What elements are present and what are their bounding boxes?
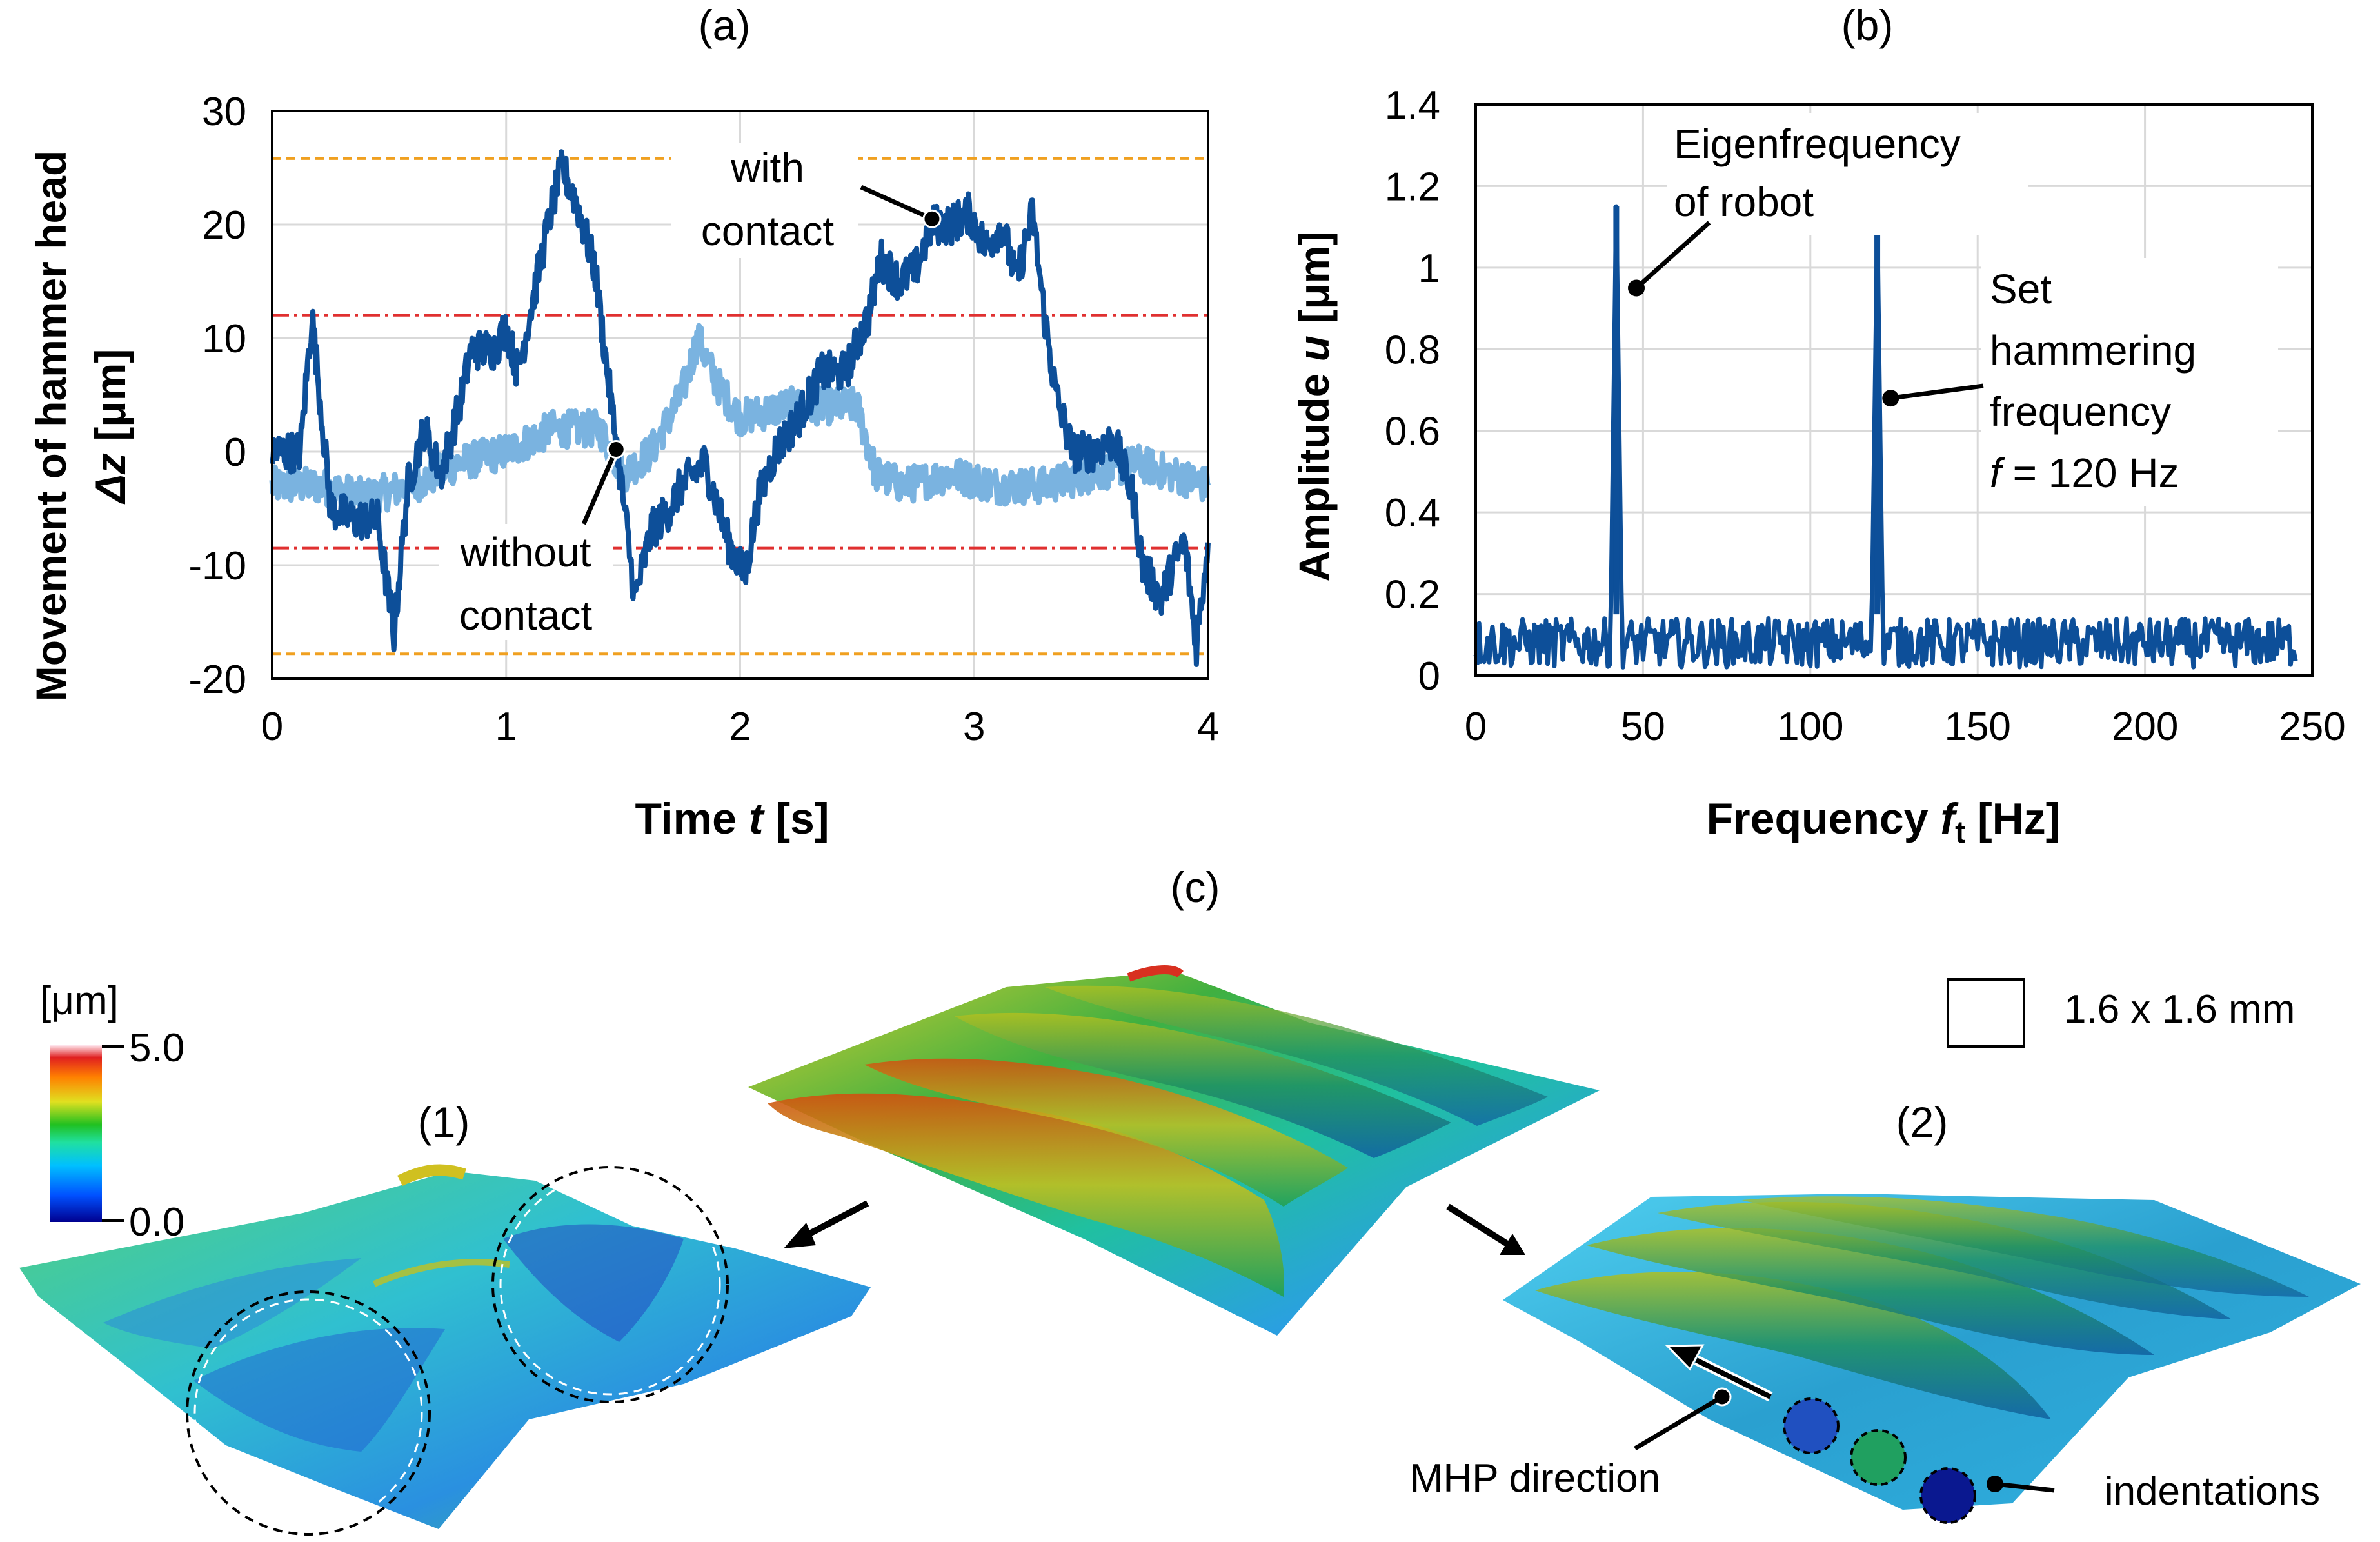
- b-label-hammer-f: f = 120 Hz: [1990, 450, 2179, 496]
- chart-b-series: [1473, 204, 2298, 670]
- chart-a: (a) 0 1 2 3 4 -20 -10 0 10 20 30 with contact withou…: [27, 1, 1219, 843]
- a-xtick-label-3: 3: [963, 705, 985, 749]
- chart-b-xlabel: Frequency ft [Hz]: [1707, 794, 2061, 850]
- scale-indicator: 1.6 x 1.6 mm: [1947, 978, 2295, 1048]
- surface-2-with-contact: [1503, 1194, 2361, 1524]
- b-label-hammer-1: hammering: [1990, 327, 2196, 374]
- a-label-without-contact: contact: [459, 592, 593, 639]
- chart-a-series: [269, 149, 1211, 667]
- colorbar-max-label: 5.0: [129, 1026, 184, 1070]
- b-hammer-dot: [1882, 390, 1899, 407]
- colorbar-min-label: 0.0: [129, 1200, 184, 1245]
- b-hammer-bg: [1981, 258, 2278, 506]
- b-ytick-label-0: 0: [1418, 654, 1440, 699]
- indentations-annotation: indentations: [1987, 1469, 2320, 1514]
- b-ytick-label-5: 1: [1418, 246, 1440, 291]
- transition-arrows: [784, 1200, 1525, 1255]
- chart-a-ylabel-line2: Δz [μm]: [86, 349, 134, 505]
- scale-square: [1947, 978, 2025, 1048]
- b-xtick-label-0: 0: [1465, 705, 1487, 749]
- b-xtick-label-2: 100: [1777, 705, 1843, 749]
- b-ytick-label-6: 1.2: [1385, 165, 1440, 209]
- surface-1-without-contact: [19, 1164, 871, 1536]
- scale-label: 1.6 x 1.6 mm: [2064, 987, 2295, 1032]
- panel-c-surfaces: (c) [μm] 5.0 0.0 1.6 x 1.6 mm (1) (2): [19, 863, 2361, 1536]
- chart-b-tick-labels: 0 50 100 150 200 250 0 0.2 0.4 0.6 0.8 1 1.2 1.4: [1385, 83, 2346, 749]
- b-eigen-leader: [1634, 221, 1711, 290]
- a-without-contact-leader: [581, 448, 619, 525]
- b-ytick-label-1: 0.2: [1385, 573, 1440, 617]
- a-series-with-contact: [270, 149, 1211, 667]
- a-label-with-contact: contact: [701, 208, 835, 254]
- a-xtick-label-4: 4: [1197, 705, 1219, 749]
- highlight-circle-2: [491, 1166, 729, 1403]
- colorbar-gradient: [50, 1045, 102, 1222]
- b-eigen-dot: [1628, 279, 1645, 297]
- a-without-contact-dot: [606, 439, 626, 459]
- mhp-direction-annotation: MHP direction: [1410, 1344, 1773, 1501]
- chart-a-ylabel-line1: Movement of hammer head: [27, 150, 75, 702]
- surface-2-label: (2): [1896, 1098, 1949, 1146]
- a-xtick-label-2: 2: [729, 705, 751, 749]
- chart-a-title: (a): [699, 1, 751, 49]
- b-ytick-label-4: 0.8: [1385, 328, 1440, 372]
- surface-original: [748, 965, 1600, 1336]
- a-ytick-label-1: -10: [188, 544, 246, 588]
- chart-b-annotations: Eigenfrequency of robot Set hammering freque…: [1628, 113, 2278, 506]
- indentation-marker-3: [1919, 1467, 1976, 1524]
- b-hammer-leader: [1890, 383, 1984, 401]
- b-label-hammer-2: frequency: [1990, 388, 2171, 435]
- b-xtick-label-5: 250: [2279, 705, 2345, 749]
- b-ytick-label-3: 0.6: [1385, 410, 1440, 454]
- a-with-contact-bg: [671, 143, 858, 258]
- indentation-marker-2: [1850, 1429, 1907, 1486]
- colorbar: [μm] 5.0 0.0: [40, 979, 184, 1245]
- a-with-contact-leader: [860, 185, 933, 221]
- b-ytick-label-7: 1.4: [1385, 83, 1440, 128]
- chart-a-tick-labels: 0 1 2 3 4 -20 -10 0 10 20 30: [188, 90, 1219, 749]
- highlight-circle-1: [186, 1290, 431, 1536]
- chart-b-title: (b): [1841, 1, 1894, 49]
- indentations-label: indentations: [2105, 1469, 2320, 1514]
- a-with-contact-dot: [922, 209, 942, 228]
- mhp-direction-label: MHP direction: [1410, 1456, 1660, 1501]
- a-without-contact-bg: [439, 524, 613, 640]
- a-ytick-label-2: 0: [224, 430, 246, 475]
- a-ytick-label-4: 20: [202, 203, 246, 248]
- b-label-hammer-0: Set: [1990, 266, 2052, 312]
- b-xtick-label-3: 150: [1944, 705, 2010, 749]
- b-series-amplitude: [1473, 204, 2298, 670]
- chart-b: (b) 0 50 100 150 200 25000.20.40.60.811.21.4 …: [1290, 1, 2346, 850]
- b-label-eigenfrequency: Eigenfrequency: [1674, 121, 1961, 167]
- a-series-without-contact: [269, 323, 1211, 515]
- b-ytick-label-2: 0.4: [1385, 491, 1440, 536]
- b-xtick-label-1: 50: [1621, 705, 1665, 749]
- colorbar-unit: [μm]: [40, 979, 119, 1023]
- indentation-marker-1: [1783, 1397, 1840, 1454]
- a-xtick-label-0: 0: [261, 705, 283, 749]
- a-label-with: with: [730, 145, 804, 191]
- b-xtick-label-4: 200: [2112, 705, 2178, 749]
- a-ytick-label-3: 10: [202, 317, 246, 361]
- chart-a-xlabel: Time t [s]: [635, 794, 829, 843]
- b-eigen-bg: [1667, 113, 2028, 235]
- chart-b-plot-frame: [1474, 103, 2314, 677]
- chart-a-plot-frame: [271, 110, 1209, 680]
- a-ytick-label-0: -20: [188, 657, 246, 702]
- a-xtick-label-1: 1: [495, 705, 517, 749]
- chart-a-annotations: with contact without contact: [439, 143, 942, 640]
- b-label-of-robot: of robot: [1674, 179, 1814, 225]
- surface-1-label: (1): [418, 1098, 470, 1146]
- a-ytick-label-5: 30: [202, 90, 246, 134]
- a-label-without: without: [460, 529, 591, 576]
- chart-b-ylabel: Amplitude u [μm]: [1290, 232, 1338, 582]
- chart-a-ylabel: Movement of hammer head Δz [μm]: [27, 150, 134, 702]
- panel-c-title: (c): [1171, 863, 1220, 911]
